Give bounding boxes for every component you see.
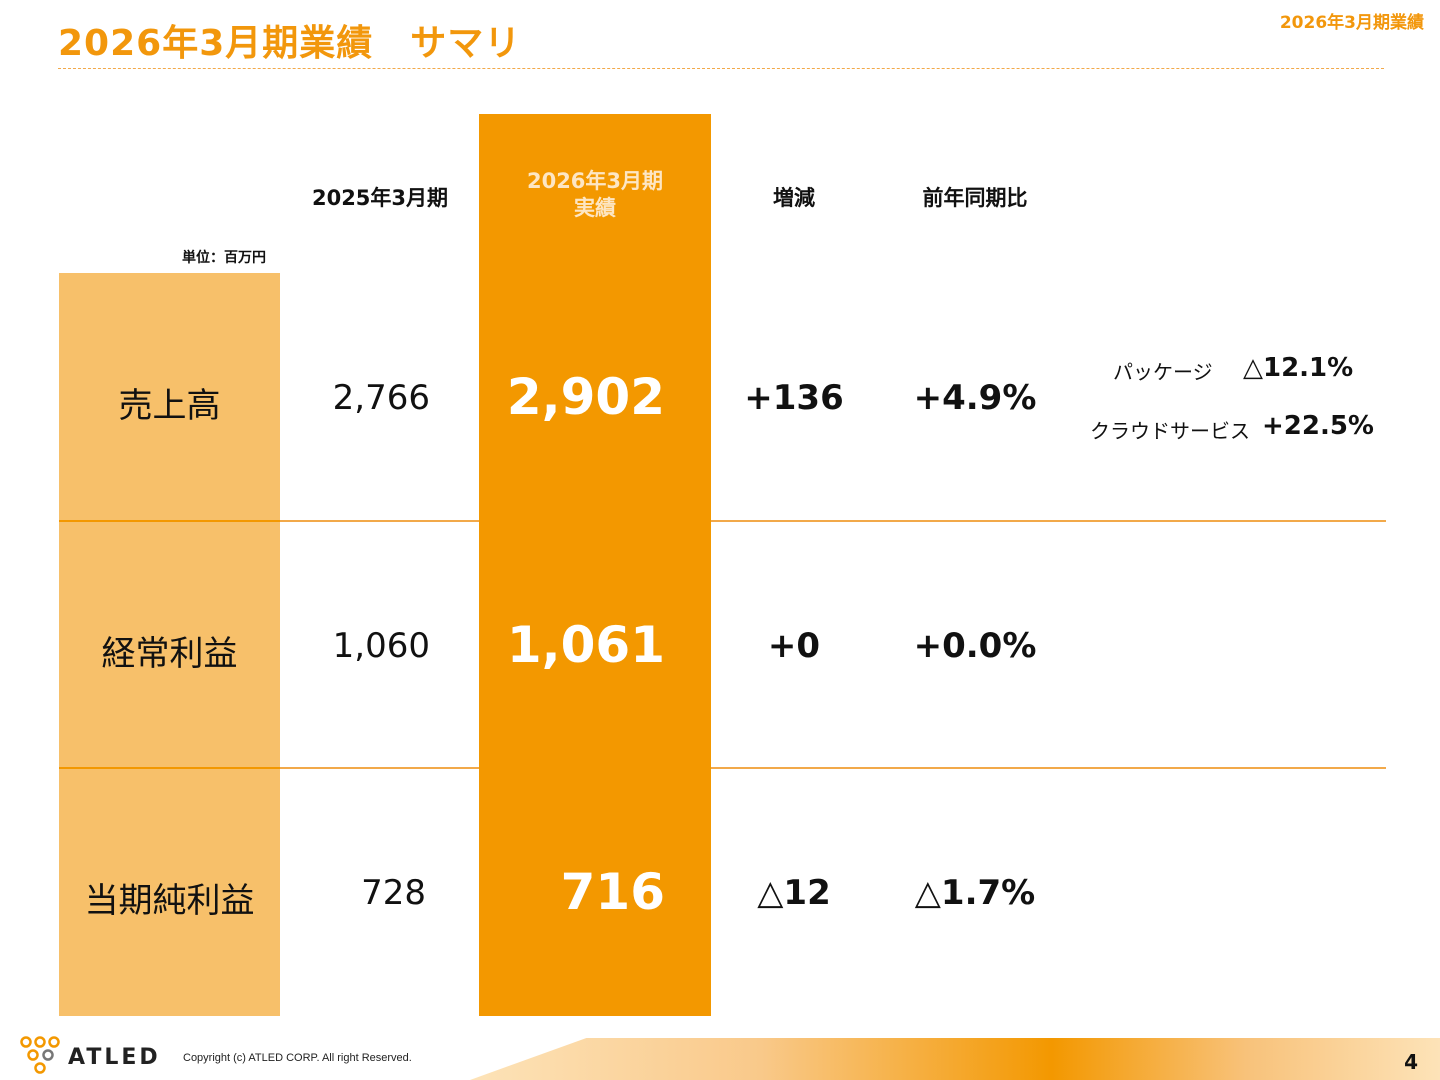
segment-label-package: パッケージ [1113,360,1213,384]
column-header-diff: 増減 [773,186,815,210]
title-divider [58,68,1384,69]
column-header-curr: 2026年3月期 実績 [479,168,711,222]
yoy-value-sales: +4.9% [913,378,1037,418]
current-period-column [479,114,711,1016]
copyright-text: Copyright (c) ATLED CORP. All right Rese… [183,1052,412,1064]
atled-logo-icon [20,1036,60,1074]
diff-value-ordinary-profit: +0 [767,626,821,666]
row-label-ordinary-profit: 経常利益 [101,634,238,674]
row-divider [59,520,280,522]
row-label-net-income: 当期純利益 [84,881,255,921]
row-divider [280,767,479,769]
section-tag: 2026年3月期業績 [1279,13,1424,33]
segment-value-package: △12.1% [1243,353,1354,383]
column-header-curr-line2: 実績 [574,196,616,220]
page-title: 2026年3月期業績 サマリ [58,23,522,64]
column-header-curr-line1: 2026年3月期 [526,169,664,193]
column-header-prev: 2025年3月期 [311,186,449,210]
prev-value-ordinary-profit: 1,060 [332,626,430,666]
column-header-yoy: 前年同期比 [922,186,1028,210]
row-divider [59,767,280,769]
row-label-column [59,273,280,1016]
row-label-sales: 売上高 [118,386,221,426]
curr-value-sales: 2,902 [506,368,665,426]
page-number: 4 [1404,1050,1418,1074]
logo-text: ATLED [68,1045,161,1070]
yoy-value-net-income: △1.7% [914,873,1036,913]
segment-label-cloud: クラウドサービス [1090,419,1250,443]
diff-value-net-income: △12 [757,873,831,913]
row-divider [711,520,1386,522]
yoy-value-ordinary-profit: +0.0% [913,626,1037,666]
unit-note: 単位：百万円 [182,250,266,266]
curr-value-net-income: 716 [560,863,665,921]
diff-value-sales: +136 [744,378,844,418]
segment-value-cloud: +22.5% [1262,411,1374,441]
curr-value-ordinary-profit: 1,061 [506,616,665,674]
prev-value-net-income: 728 [361,873,426,913]
prev-value-sales: 2,766 [332,378,430,418]
footer-band [470,1038,1440,1080]
row-divider [280,520,479,522]
row-divider [711,767,1386,769]
